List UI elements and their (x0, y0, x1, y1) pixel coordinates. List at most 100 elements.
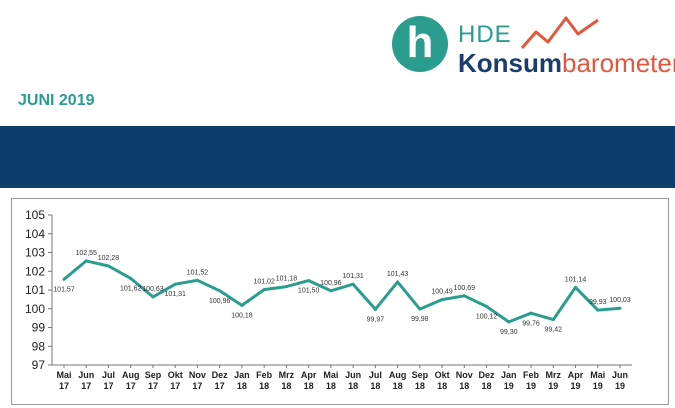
x-tick-label-month: Jun (345, 370, 361, 380)
data-point (129, 276, 133, 280)
data-label: 100,03 (609, 297, 631, 304)
logo-h-circle (392, 16, 448, 72)
data-label: 102,28 (98, 255, 120, 262)
x-tick-label-year: 18 (415, 381, 425, 391)
logo-konsum-part: Konsum (458, 48, 562, 78)
data-point (373, 307, 377, 311)
data-label: 100,12 (476, 314, 498, 321)
data-point (551, 318, 555, 322)
x-tick-label-year: 19 (548, 381, 558, 391)
x-tick-label-year: 18 (437, 381, 447, 391)
x-tick-label-year: 17 (59, 381, 69, 391)
logo-zigzag-icon (520, 16, 599, 49)
data-point (396, 280, 400, 284)
x-tick-label-month: Mrz (279, 370, 295, 380)
data-label: 99,30 (500, 329, 518, 336)
data-label: 100,63 (142, 286, 164, 293)
data-point (351, 282, 355, 286)
x-tick-label-year: 18 (326, 381, 336, 391)
data-label: 101,18 (276, 276, 298, 283)
x-tick-label-year: 18 (281, 381, 291, 391)
data-label: 99,76 (522, 320, 540, 327)
x-tick-label-year: 18 (304, 381, 314, 391)
data-point (462, 294, 466, 298)
data-label: 99,42 (545, 327, 563, 334)
x-tick-label-month: Jul (369, 370, 382, 380)
x-tick-label-year: 19 (504, 381, 514, 391)
x-tick-label-month: Okt (435, 370, 450, 380)
x-tick-label-month: Jun (612, 370, 628, 380)
x-tick-label-month: Apr (301, 370, 317, 380)
chart-frame: 97 98 99 100 101 102 103 104 105 101,57 Mai 17 102,5… (11, 198, 669, 405)
data-point (307, 279, 311, 283)
hde-konsumbarometer-logo: h HDE Konsumbarometer (392, 14, 675, 80)
data-label: 99,97 (367, 316, 385, 323)
data-label: 101,02 (253, 279, 275, 286)
x-tick-label-month: Jul (102, 370, 115, 380)
data-point (240, 303, 244, 307)
x-tick-label-month: Feb (523, 370, 540, 380)
data-label: 99,98 (411, 316, 429, 323)
data-label: 100,18 (231, 312, 253, 319)
page-subtitle: JUNI 2019 (18, 92, 95, 109)
data-point (329, 289, 333, 293)
data-point (574, 285, 578, 289)
logo-konsumbarometer-text: Konsumbarometer (458, 48, 675, 79)
data-label: 101,52 (187, 269, 209, 276)
x-tick-label-year: 17 (103, 381, 113, 391)
x-tick-label-year: 18 (370, 381, 380, 391)
data-point (62, 277, 66, 281)
x-tick-label-month: Okt (168, 370, 183, 380)
x-tick-label-year: 18 (259, 381, 269, 391)
data-label: 100,49 (431, 289, 453, 296)
x-tick-label-year: 17 (81, 381, 91, 391)
header-banner (0, 126, 675, 188)
x-tick-label-year: 18 (482, 381, 492, 391)
series-line (63, 259, 621, 324)
x-tick-label-year: 18 (237, 381, 247, 391)
x-tick-label-month: Sep (412, 370, 429, 380)
data-point (618, 306, 622, 310)
x-tick-label-year: 18 (393, 381, 403, 391)
data-point (262, 288, 266, 292)
data-label: 99,93 (589, 299, 607, 306)
x-tick-label-month: Dez (479, 370, 496, 380)
x-tick-label-year: 19 (526, 381, 536, 391)
data-label: 101,62 (120, 285, 142, 292)
x-tick-label-month: Mai (56, 370, 71, 380)
data-point (195, 278, 199, 282)
data-point (106, 264, 110, 268)
data-label: 101,31 (164, 291, 186, 298)
data-label: 101,31 (342, 273, 364, 280)
data-point (284, 285, 288, 289)
x-tick-label-year: 17 (148, 381, 158, 391)
x-tick-label-month: Sep (145, 370, 162, 380)
x-tick-label-month: Mrz (546, 370, 562, 380)
data-label: 101,43 (387, 271, 409, 278)
data-label: 102,55 (76, 250, 98, 257)
x-tick-label-month: Aug (389, 370, 407, 380)
x-tick-label-month: Jan (501, 370, 517, 380)
x-tick-label-year: 19 (615, 381, 625, 391)
x-tick-label-year: 17 (170, 381, 180, 391)
data-point (507, 320, 511, 324)
x-tick-label-month: Jun (78, 370, 94, 380)
x-tick-label-month: Mai (590, 370, 605, 380)
y-tick-label: 105 (25, 208, 45, 222)
data-label: 100,96 (320, 280, 342, 287)
x-tick-label-month: Jan (234, 370, 250, 380)
x-tick-label-year: 17 (192, 381, 202, 391)
data-label: 100,96 (209, 298, 231, 305)
data-point (596, 308, 600, 312)
y-tick-label: 103 (25, 246, 45, 260)
y-tick-label: 97 (32, 358, 46, 372)
x-tick-label-month: Feb (256, 370, 273, 380)
y-tick-label: 98 (32, 339, 46, 353)
y-tick-label: 102 (25, 264, 45, 278)
logo-hde-text: HDE (458, 21, 512, 48)
data-label: 101,14 (565, 276, 587, 283)
x-tick-label-month: Nov (456, 370, 473, 380)
line-chart: 979899100101102103104105101,57Mai17102,5… (25, 208, 632, 391)
x-tick-label-year: 17 (215, 381, 225, 391)
data-point (529, 311, 533, 315)
